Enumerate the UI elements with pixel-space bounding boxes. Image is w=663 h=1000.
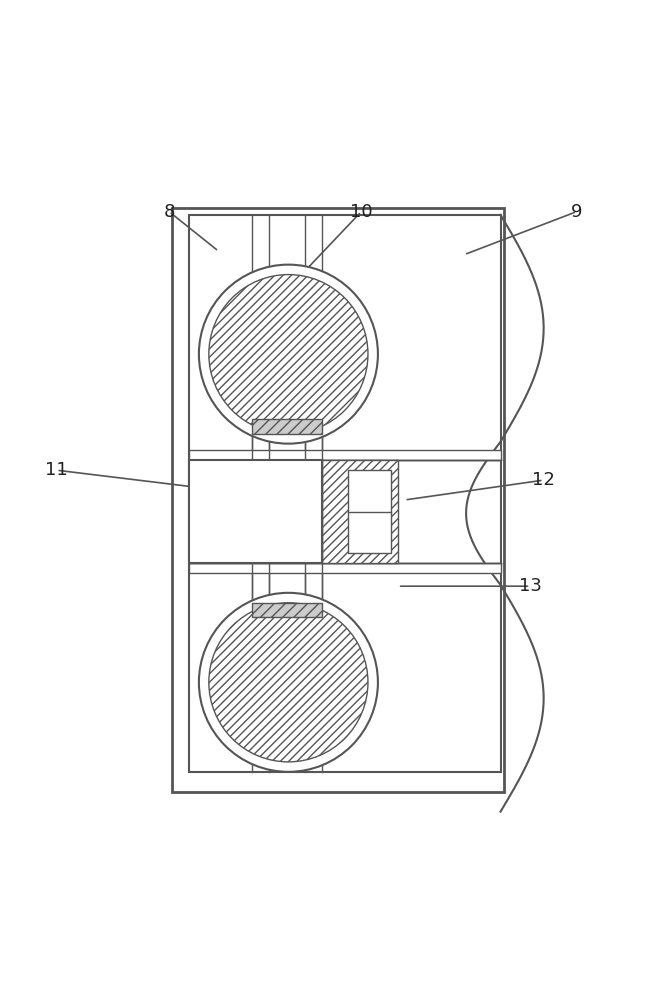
Bar xyxy=(348,470,391,553)
Bar xyxy=(189,460,322,563)
Bar xyxy=(252,419,322,434)
Text: 8: 8 xyxy=(163,203,175,221)
Circle shape xyxy=(209,275,368,434)
Bar xyxy=(252,603,322,617)
Text: 13: 13 xyxy=(519,577,542,595)
Circle shape xyxy=(209,603,368,762)
Circle shape xyxy=(199,593,378,772)
Bar xyxy=(189,563,501,573)
Bar xyxy=(172,208,504,792)
Text: 10: 10 xyxy=(350,203,373,221)
Bar xyxy=(189,215,501,772)
Circle shape xyxy=(199,265,378,444)
Bar xyxy=(189,450,501,460)
Bar xyxy=(305,434,322,603)
Bar xyxy=(252,434,269,603)
Text: 12: 12 xyxy=(532,471,555,489)
Bar xyxy=(322,460,398,563)
Text: 9: 9 xyxy=(571,203,583,221)
Text: 11: 11 xyxy=(45,461,68,479)
